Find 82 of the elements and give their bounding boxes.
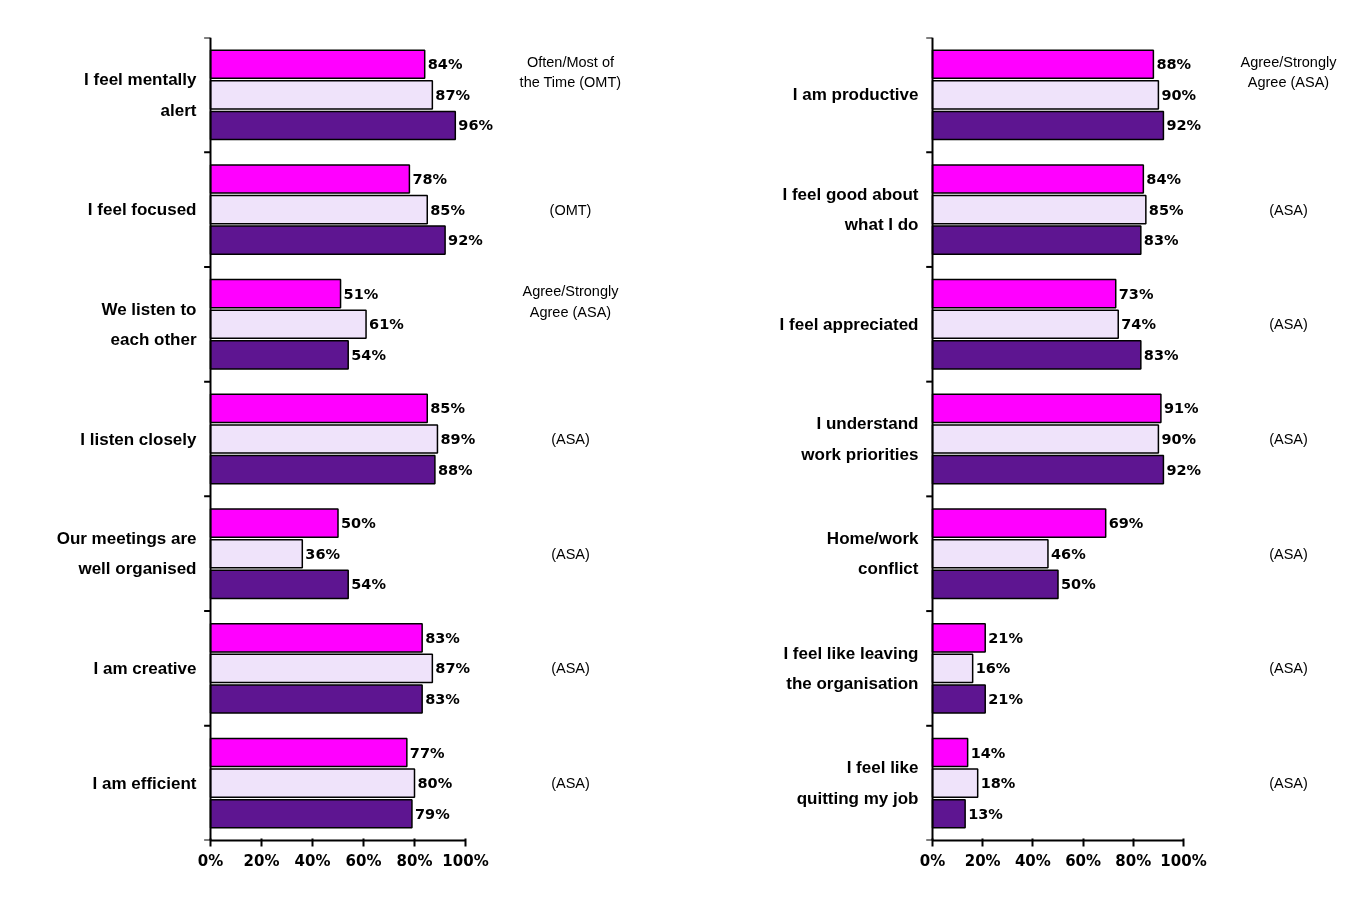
x-tick-label: 60% <box>1065 851 1102 870</box>
data-label: 92% <box>448 232 484 249</box>
data-label: 21% <box>988 629 1024 646</box>
data-label: 77% <box>409 744 446 761</box>
x-tick-label: 100% <box>442 851 489 870</box>
data-label: 83% <box>1143 232 1180 249</box>
data-label: 96% <box>458 117 494 134</box>
data-label: 83% <box>1143 346 1180 363</box>
x-tick-label: 80% <box>1115 851 1152 870</box>
data-label: 83% <box>425 629 461 646</box>
data-label: 79% <box>414 805 451 822</box>
y-tick-label: I am efficient <box>92 773 197 793</box>
data-label: 85% <box>430 201 466 218</box>
data-label: 18% <box>980 775 1016 792</box>
data-label: 84% <box>1146 170 1182 187</box>
data-label: 46% <box>1050 545 1087 562</box>
text: (ASA) <box>1269 775 1308 792</box>
y-tick-label: I feel focused <box>87 200 197 220</box>
data-label: 54% <box>351 346 387 363</box>
data-label: 14% <box>970 744 1006 761</box>
text: (ASA) <box>1269 201 1308 218</box>
y-tick-label: I understand work priorities <box>800 414 919 464</box>
y-tick-label: I feel appreciated <box>779 314 919 334</box>
text: (ASA) <box>1269 545 1308 562</box>
data-label: 87% <box>435 86 471 103</box>
x-tick-label: 60% <box>345 851 382 870</box>
text: Agree/Strongly Agree (ASA) <box>522 282 620 320</box>
data-label: 16% <box>975 660 1011 677</box>
text: (ASA) <box>1269 660 1308 677</box>
text: (ASA) <box>1269 316 1308 333</box>
y-tick-label: Our meetings are well organised <box>56 529 197 579</box>
x-tick-label: 40% <box>1014 851 1051 870</box>
data-label: 51% <box>343 285 379 302</box>
text: (ASA) <box>551 545 590 562</box>
data-label: 78% <box>412 170 448 187</box>
data-label: 80% <box>417 775 453 792</box>
data-label: 91% <box>1163 400 1200 417</box>
text: Agree/Strongly Agree (ASA) <box>1240 53 1338 91</box>
y-tick-label: I listen closely <box>80 429 198 449</box>
text: (ASA) <box>551 431 590 447</box>
x-tick-label: 100% <box>1160 851 1207 870</box>
data-label: 84% <box>427 56 463 73</box>
x-tick-label: 0% <box>919 851 946 870</box>
data-label: 50% <box>1061 576 1097 593</box>
data-label: 90% <box>1161 431 1197 447</box>
data-label: 61% <box>369 316 405 333</box>
y-tick-label: I feel like leaving the organisation <box>783 643 919 694</box>
data-label: 87% <box>435 660 471 677</box>
data-label: 83% <box>425 691 461 708</box>
data-label: 92% <box>1166 117 1202 134</box>
data-label: 88% <box>437 461 474 478</box>
text: Often/Most of the Time (OMT) <box>519 53 622 91</box>
x-tick-label: 40% <box>294 851 331 870</box>
data-label: 89% <box>440 431 476 447</box>
x-tick-label: 20% <box>964 851 1001 870</box>
data-label: 92% <box>1166 461 1202 478</box>
text: (ASA) <box>551 660 590 677</box>
data-label: 13% <box>968 805 1004 822</box>
data-label: 36% <box>305 545 341 562</box>
x-tick-label: 80% <box>396 851 433 870</box>
y-tick-label: I am creative <box>93 658 197 678</box>
text: (ASA) <box>1269 431 1308 447</box>
y-tick-label: I am productive <box>792 85 919 105</box>
data-label: 85% <box>1148 201 1185 218</box>
data-label: 74% <box>1121 316 1157 333</box>
data-label: 21% <box>988 691 1024 708</box>
data-label: 69% <box>1108 515 1144 532</box>
data-label: 85% <box>430 400 466 417</box>
data-label: 90% <box>1161 86 1197 103</box>
x-tick-label: 20% <box>243 851 280 870</box>
text: (OMT) <box>549 201 592 218</box>
text: (ASA) <box>551 775 590 792</box>
y-tick-label: We listen to each other <box>101 299 197 349</box>
data-label: 73% <box>1118 285 1154 302</box>
data-label: 54% <box>351 576 387 593</box>
y-tick-label: I feel mentally alert <box>84 70 198 120</box>
y-tick-label: I feel like quitting my job <box>796 758 919 808</box>
y-tick-label: I feel good about what I do <box>782 184 919 235</box>
y-tick-label: Home/work conflict <box>826 529 920 579</box>
x-tick-label: 0% <box>197 851 224 870</box>
data-label: 88% <box>1156 56 1192 73</box>
data-label: 50% <box>341 515 377 532</box>
